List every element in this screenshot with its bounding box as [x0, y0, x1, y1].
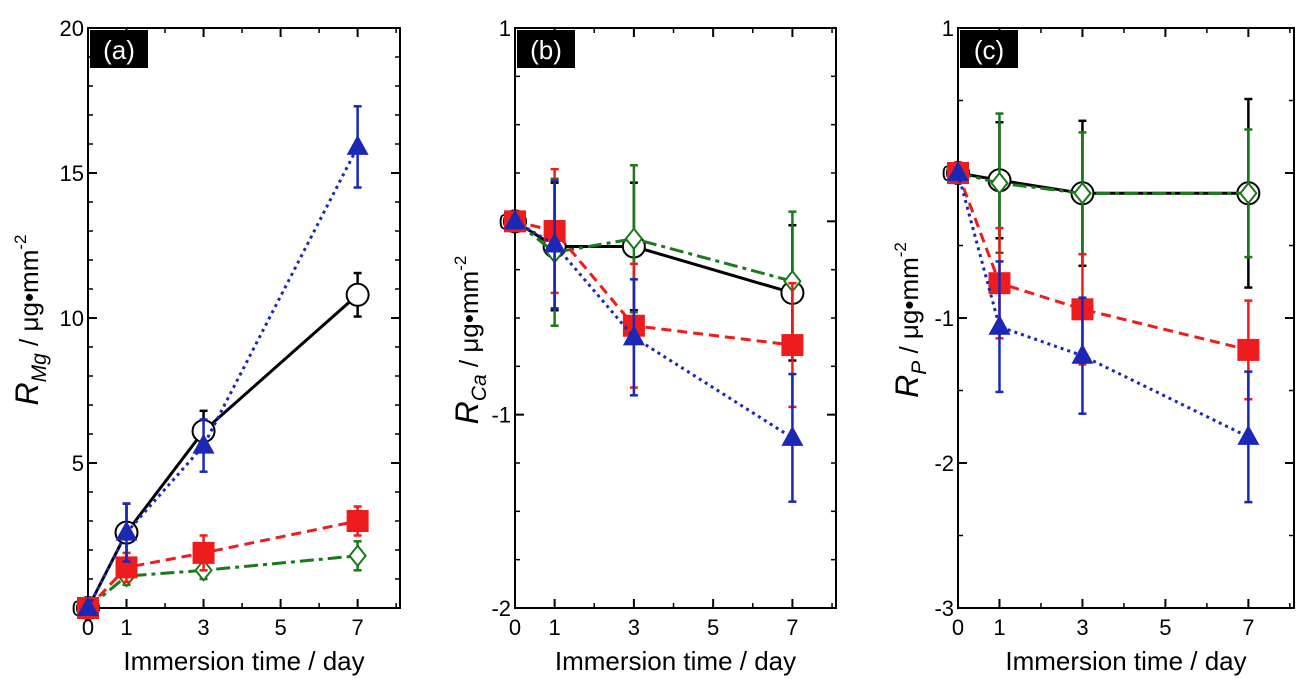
- line-blue: [514, 220, 794, 440]
- y-axis-label: RCa / μg•mm-2: [449, 256, 491, 425]
- y-axis-subscript: Ca: [468, 374, 491, 401]
- y-tick-label: 1: [499, 16, 511, 41]
- y-tick-label: -2: [934, 451, 954, 476]
- y-tick-label: -2: [491, 596, 511, 621]
- marker-triangle: [77, 596, 99, 616]
- x-tick-label: 1: [993, 615, 1005, 640]
- line-red: [86, 519, 358, 610]
- series-green: [505, 164, 802, 353]
- y-axis-exponent: -2: [451, 256, 470, 271]
- x-tick-label: 7: [786, 615, 798, 640]
- panel-label-box: [960, 30, 1018, 68]
- panel-label-box: [517, 30, 575, 68]
- y-tick-label: 10: [60, 306, 84, 331]
- panel-label: (c): [974, 35, 1004, 65]
- marker-square: [346, 510, 369, 532]
- x-tick-label: 3: [628, 615, 640, 640]
- x-tick-label: 0: [509, 615, 521, 640]
- marker-square: [192, 541, 215, 564]
- marker-triangle: [543, 232, 566, 253]
- line-blue: [956, 172, 1250, 439]
- x-tick-label: 5: [274, 615, 286, 640]
- x-tick-label: 1: [120, 615, 132, 640]
- marker-diamond: [990, 171, 1009, 195]
- marker-triangle: [947, 161, 969, 181]
- series-red: [947, 162, 1260, 401]
- y-axis-symbol: R: [9, 382, 45, 405]
- y-axis-symbol: R: [889, 375, 925, 398]
- marker-diamond: [624, 227, 644, 251]
- marker-triangle: [1237, 424, 1260, 445]
- series-blue: [77, 105, 369, 616]
- marker-triangle: [988, 314, 1011, 335]
- series-blue: [947, 161, 1260, 504]
- y-axis-unit: / μg•mm: [14, 250, 44, 354]
- y-tick-label: 5: [72, 451, 84, 476]
- y-axis-label: RP / μg•mm-2: [889, 242, 931, 398]
- marker-diamond: [1239, 181, 1258, 205]
- line-green: [957, 171, 1249, 195]
- marker-diamond: [1073, 181, 1092, 205]
- x-tick-label: 3: [197, 615, 209, 640]
- marker-triangle: [622, 325, 645, 346]
- line-green: [514, 220, 793, 283]
- line-green: [87, 554, 358, 610]
- x-axis-label: Immersion time / day: [1005, 646, 1246, 676]
- marker-square: [1237, 338, 1260, 361]
- marker-circle: [345, 282, 370, 307]
- y-axis-unit: / μg•mm: [454, 271, 484, 375]
- x-tick-label: 3: [1076, 615, 1088, 640]
- y-tick-label: 20: [60, 16, 84, 41]
- y-tick-label: -1: [934, 306, 954, 331]
- y-axis-exponent: -2: [891, 242, 910, 257]
- x-tick-label: 0: [952, 615, 964, 640]
- y-tick-label: -1: [491, 403, 511, 428]
- panel-label: (a): [103, 35, 135, 65]
- series-green: [948, 112, 1258, 259]
- y-axis-subscript: Mg: [28, 353, 51, 382]
- y-axis-subscript: P: [908, 361, 931, 375]
- y-tick-label: -3: [934, 596, 954, 621]
- x-axis-label: Immersion time / day: [123, 646, 364, 676]
- marker-triangle: [504, 209, 526, 230]
- x-tick-label: 7: [1242, 615, 1254, 640]
- x-tick-label: 5: [707, 615, 719, 640]
- plot-frame: [514, 27, 837, 609]
- line-red: [956, 172, 1249, 352]
- y-tick-label: 15: [60, 161, 84, 186]
- marker-square: [115, 556, 138, 579]
- panel-label-box: [90, 30, 148, 68]
- x-tick-label: 7: [352, 615, 364, 640]
- marker-triangle: [192, 433, 215, 454]
- marker-triangle: [346, 134, 369, 155]
- x-tick-label: 0: [82, 615, 94, 640]
- marker-square: [781, 334, 804, 357]
- series-red: [504, 167, 804, 409]
- line-blue: [86, 146, 359, 609]
- marker-triangle: [781, 425, 804, 446]
- series-blue: [504, 179, 804, 503]
- marker-triangle: [115, 520, 138, 541]
- y-axis-unit: / μg•mm: [894, 257, 924, 361]
- y-tick-label: 1: [942, 16, 954, 41]
- y-axis-label: RMg / μg•mm-2: [9, 235, 51, 406]
- panel-label: (b): [530, 35, 562, 65]
- line-red: [514, 219, 793, 347]
- y-axis-exponent: -2: [11, 235, 30, 250]
- plot-frame: [957, 27, 1295, 609]
- x-tick-label: 1: [549, 615, 561, 640]
- y-axis-symbol: R: [449, 401, 485, 424]
- x-tick-label: 5: [1159, 615, 1171, 640]
- x-axis-label: Immersion time / day: [555, 646, 796, 676]
- marker-triangle: [1071, 343, 1094, 364]
- marker-diamond: [348, 544, 367, 568]
